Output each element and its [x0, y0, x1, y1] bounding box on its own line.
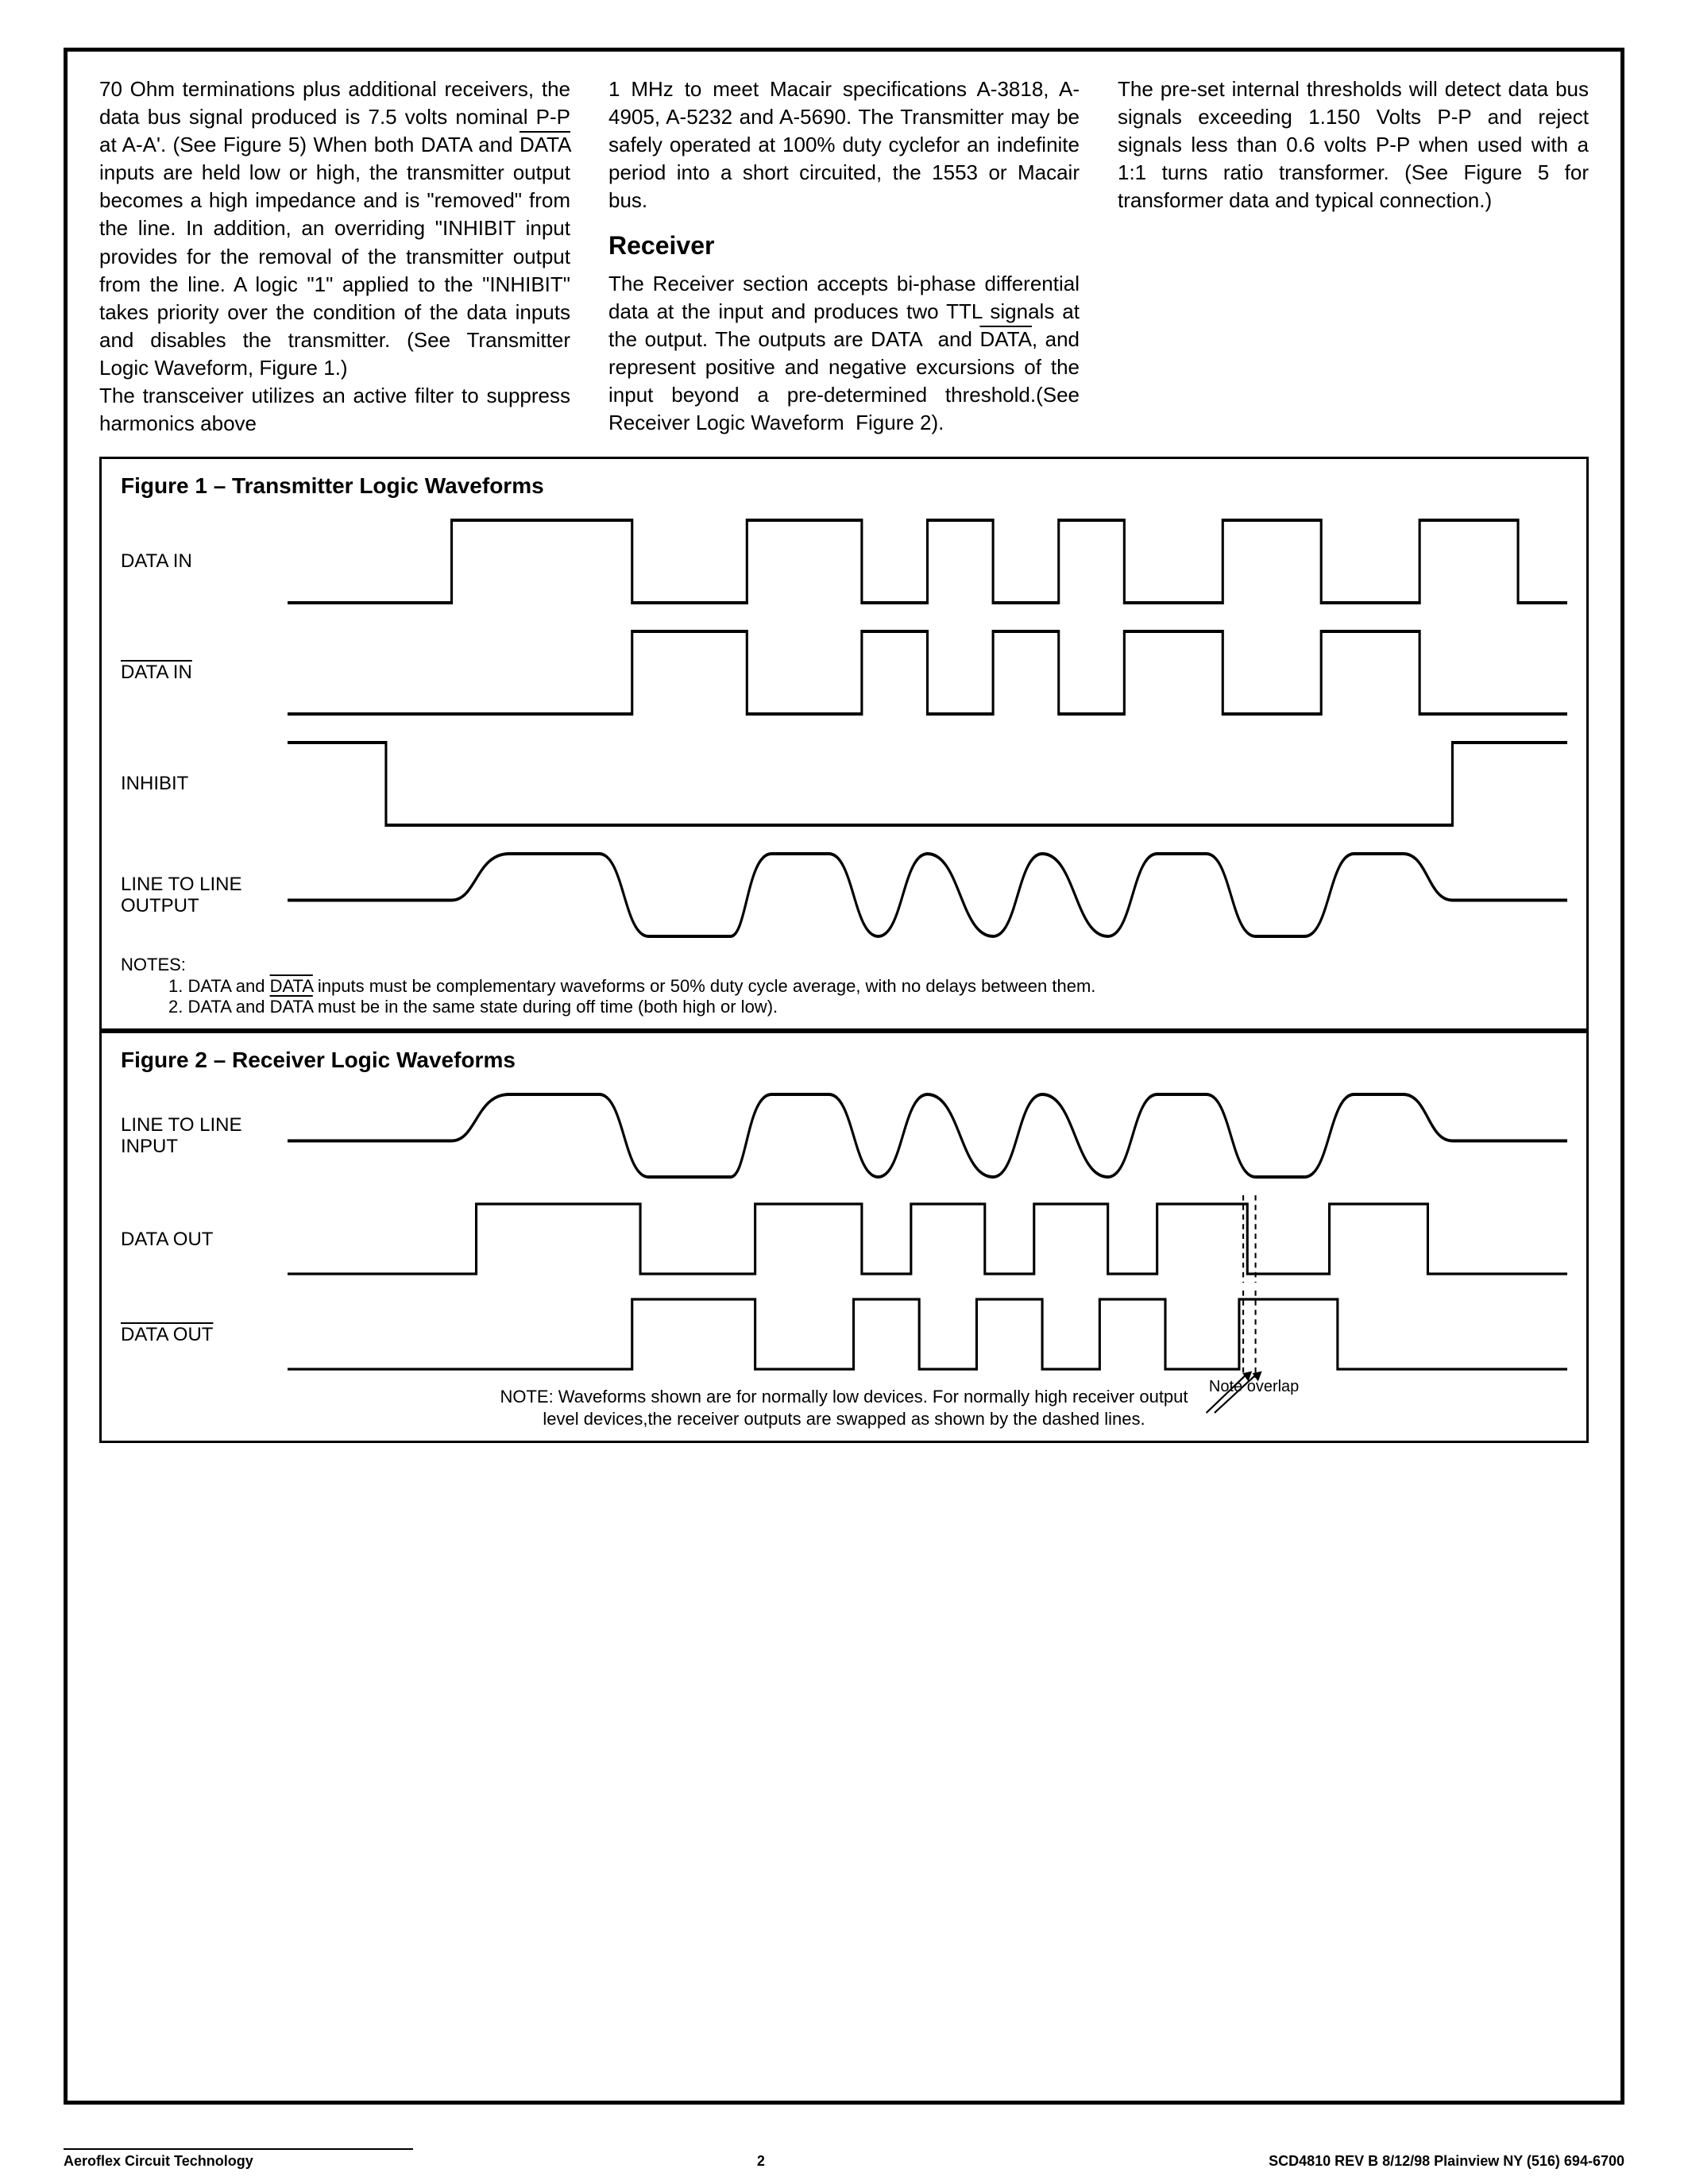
fig1-row-line-out: LINE TO LINE OUTPUT: [121, 843, 1567, 947]
fig1-label-line-out: LINE TO LINE OUTPUT: [121, 874, 288, 917]
col1-para2: The transceiver utilizes an active filte…: [99, 382, 570, 438]
fig2-row-data-out-bar: DATA OUT Note overlap: [121, 1291, 1567, 1378]
fig1-wave-data-in-bar: [288, 621, 1567, 724]
footer-left: Aeroflex Circuit Technology: [64, 2153, 253, 2170]
receiver-heading: Receiver: [608, 229, 1080, 263]
text-columns: 70 Ohm terminations plus additional rece…: [99, 75, 1589, 438]
fig2-wave-data-out-bar: Note overlap: [288, 1291, 1567, 1378]
page-footer: Aeroflex Circuit Technology 2 SCD4810 RE…: [64, 2153, 1624, 2170]
fig2-wave-line-in: [288, 1084, 1567, 1187]
fig1-wave-line-out: [288, 843, 1567, 947]
figure-2-box: Figure 2 – Receiver Logic Waveforms LINE…: [99, 1031, 1589, 1443]
fig1-wave-data-in: [288, 510, 1567, 613]
fig2-row-line-in: LINE TO LINE INPUT: [121, 1084, 1567, 1187]
fig1-note-2: 2. DATA and DATA must be in the same sta…: [168, 997, 1567, 1017]
fig1-row-inhibit: INHIBIT: [121, 732, 1567, 835]
figure-1-box: Figure 1 – Transmitter Logic Waveforms D…: [99, 457, 1589, 1031]
fig1-notes-label: NOTES:: [121, 955, 1567, 975]
col2-para2: The Receiver section accepts bi-phase di…: [608, 270, 1080, 438]
column-2: 1 MHz to meet Macair specifications A-38…: [608, 75, 1080, 438]
footer-rule: [64, 2148, 413, 2150]
fig1-row-data-in-bar: DATA IN: [121, 621, 1567, 724]
fig1-notes: NOTES: 1. DATA and DATA inputs must be c…: [121, 955, 1567, 1017]
fig2-overlap-label: Note overlap: [1209, 1378, 1299, 1396]
figure-1-title: Figure 1 – Transmitter Logic Waveforms: [121, 473, 1567, 499]
col3-para1: The pre-set internal thresholds will det…: [1118, 75, 1589, 214]
footer-right: SCD4810 REV B 8/12/98 Plainview NY (516)…: [1269, 2153, 1624, 2170]
fig2-wave-data-out: [288, 1195, 1567, 1283]
col2-para1: 1 MHz to meet Macair specifications A-38…: [608, 75, 1080, 214]
fig1-note-1: 1. DATA and DATA inputs must be compleme…: [168, 976, 1567, 997]
footer-center: 2: [757, 2153, 765, 2170]
fig2-label-data-out-bar: DATA OUT: [121, 1324, 288, 1346]
column-1: 70 Ohm terminations plus additional rece…: [99, 75, 570, 438]
fig2-row-data-out: DATA OUT: [121, 1195, 1567, 1283]
fig1-label-inhibit: INHIBIT: [121, 773, 288, 795]
page-border: 70 Ohm terminations plus additional rece…: [64, 48, 1624, 2105]
column-3: The pre-set internal thresholds will det…: [1118, 75, 1589, 438]
fig1-wave-inhibit: [288, 732, 1567, 835]
figure-2-title: Figure 2 – Receiver Logic Waveforms: [121, 1048, 1567, 1073]
fig1-row-data-in: DATA IN: [121, 510, 1567, 613]
fig1-label-data-in-bar: DATA IN: [121, 662, 288, 684]
fig2-label-line-in: LINE TO LINE INPUT: [121, 1114, 288, 1158]
fig1-label-data-in: DATA IN: [121, 550, 288, 573]
col2-p2-text: The Receiver section accepts bi-phase di…: [608, 272, 1080, 434]
col1-p1-text: 70 Ohm terminations plus additional rece…: [99, 77, 570, 380]
col1-para1: 70 Ohm terminations plus additional rece…: [99, 75, 570, 382]
fig2-label-data-out: DATA OUT: [121, 1229, 288, 1251]
